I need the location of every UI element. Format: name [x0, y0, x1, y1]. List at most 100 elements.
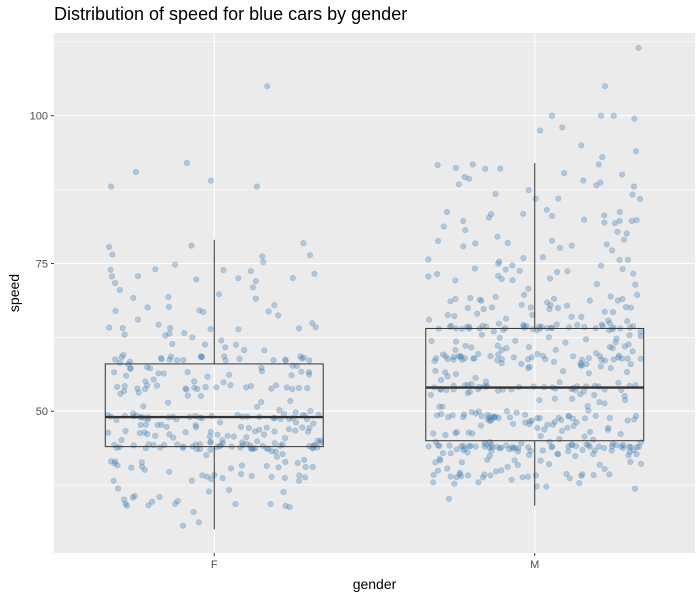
data-point-M: [637, 328, 644, 335]
data-point-M: [438, 376, 445, 384]
data-point-M: [584, 403, 591, 410]
data-point-M: [474, 310, 481, 317]
data-point-M: [568, 441, 576, 448]
data-point-F: [230, 433, 237, 440]
data-point-M: [564, 424, 571, 431]
data-point-M: [565, 412, 572, 420]
data-point-F: [238, 462, 246, 469]
data-point-F: [116, 286, 123, 294]
data-point-F: [297, 353, 304, 360]
data-point-M: [624, 318, 631, 325]
data-point-F: [216, 442, 223, 450]
data-point-M: [585, 442, 592, 449]
data-point-F: [312, 324, 319, 331]
data-point-M: [595, 443, 603, 450]
data-point-M: [601, 212, 608, 219]
data-point-M: [498, 444, 505, 451]
data-point-F: [191, 384, 198, 391]
data-point-F: [225, 486, 233, 494]
data-point-M: [626, 448, 633, 456]
data-point-F: [144, 431, 151, 438]
data-point-F: [130, 294, 137, 302]
data-point-M: [555, 195, 562, 202]
data-point-M: [614, 228, 621, 235]
data-point-F: [111, 279, 119, 287]
data-point-M: [555, 451, 562, 458]
iqr-box: [104, 363, 324, 448]
data-point-F: [138, 459, 145, 466]
data-point-F: [158, 421, 165, 428]
data-point-M: [449, 412, 456, 419]
data-point-F: [268, 473, 275, 480]
data-point-F: [243, 434, 250, 441]
data-point-F: [247, 268, 254, 275]
data-point-M: [534, 350, 541, 358]
data-point-M: [514, 448, 522, 455]
data-point-F: [252, 278, 259, 285]
data-point-M: [626, 332, 633, 339]
data-point-F: [196, 307, 203, 314]
data-point-F: [158, 356, 165, 363]
data-point-F: [226, 371, 233, 378]
data-point-M: [488, 441, 495, 448]
data-point-M: [536, 414, 544, 422]
data-point-M: [493, 443, 501, 450]
data-point-M: [445, 414, 452, 421]
data-point-F: [239, 439, 246, 446]
data-point-M: [630, 447, 637, 454]
data-point-F: [183, 386, 190, 393]
data-point-F: [198, 354, 205, 361]
data-point-M: [615, 352, 623, 359]
data-point-M: [632, 412, 640, 420]
data-point-F: [165, 303, 172, 311]
data-point-M: [627, 444, 634, 451]
data-point-M: [440, 223, 447, 230]
data-point-M: [521, 411, 529, 418]
data-point-M: [544, 421, 551, 428]
data-point-F: [298, 355, 305, 362]
data-point-F: [224, 432, 231, 439]
data-point-F: [127, 358, 134, 365]
data-point-F: [207, 438, 214, 445]
data-point-F: [174, 498, 181, 505]
data-point-M: [597, 179, 604, 186]
data-point-M: [619, 265, 626, 273]
data-point-M: [624, 355, 631, 362]
data-point-M: [533, 483, 540, 490]
data-point-F: [249, 284, 257, 291]
data-point-F: [271, 440, 278, 447]
data-point-F: [174, 357, 181, 364]
data-point-M: [619, 296, 626, 303]
data-point-M: [597, 363, 604, 370]
data-point-M: [525, 451, 533, 459]
data-point-M: [543, 483, 550, 490]
data-point-M: [631, 115, 638, 122]
boxplots: [104, 163, 645, 530]
data-point-M: [472, 443, 479, 450]
data-point-F: [292, 409, 299, 416]
data-point-M: [585, 370, 593, 377]
data-point-M: [620, 441, 627, 449]
data-point-M: [496, 445, 504, 452]
iqr-box: [425, 327, 645, 442]
data-point-M: [476, 296, 483, 303]
data-point-M: [605, 317, 612, 324]
data-point-F: [286, 503, 293, 511]
data-point-M: [498, 275, 505, 283]
data-point-M: [558, 416, 565, 424]
data-point-M: [524, 473, 532, 480]
data-point-M: [455, 181, 462, 188]
data-point-M: [452, 370, 460, 378]
data-point-F: [248, 382, 255, 390]
data-point-M: [438, 410, 445, 418]
data-point-F: [275, 464, 282, 471]
data-point-M: [431, 357, 438, 365]
data-point-F: [172, 500, 179, 507]
data-point-F: [214, 431, 221, 438]
data-point-F: [105, 243, 113, 251]
data-point-M: [631, 485, 639, 492]
data-point-M: [582, 336, 590, 343]
data-point-M: [487, 353, 494, 360]
data-point-M: [481, 471, 488, 478]
